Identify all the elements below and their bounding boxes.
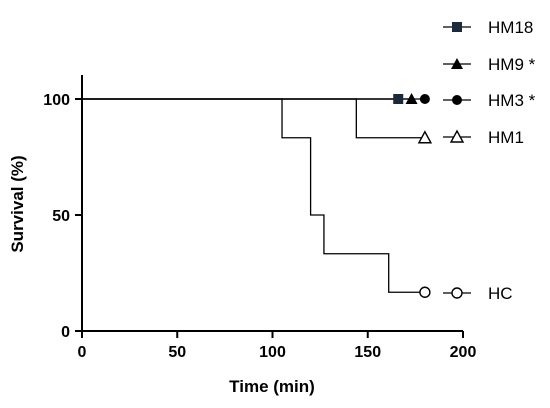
legend-label-hm9: HM9 * bbox=[488, 55, 536, 74]
end-marker-hm9 bbox=[405, 93, 418, 104]
series-lines bbox=[82, 98, 425, 293]
series-markers bbox=[393, 93, 433, 298]
x-tick-label-3: 150 bbox=[354, 344, 381, 361]
ticks: 0 50 100 150 200 0 50 100 bbox=[43, 92, 476, 361]
x-tick-label-2: 100 bbox=[259, 344, 286, 361]
legend-label-hc: HC bbox=[488, 284, 513, 303]
y-tick-label-1: 50 bbox=[52, 208, 70, 225]
legend-label-hm1: HM1 bbox=[488, 128, 524, 147]
end-marker-hm3 bbox=[419, 94, 430, 104]
y-axis-title: Survival (%) bbox=[8, 155, 27, 252]
x-axis-title: Time (min) bbox=[229, 377, 315, 396]
legend-marker-hm18 bbox=[452, 22, 462, 32]
legend-marker-hm3 bbox=[452, 95, 462, 105]
x-tick-label-4: 200 bbox=[450, 344, 477, 361]
series-line-hm1 bbox=[82, 98, 425, 139]
legend-marker-hc bbox=[451, 287, 463, 299]
legend-marker-hm1 bbox=[449, 129, 465, 143]
series-line-hc bbox=[82, 98, 425, 293]
x-tick-label-0: 0 bbox=[78, 344, 87, 361]
x-tick-label-1: 50 bbox=[168, 344, 186, 361]
end-marker-hc bbox=[419, 286, 431, 298]
legend-label-hm3: HM3 * bbox=[488, 91, 536, 110]
y-tick-label-2: 100 bbox=[43, 92, 70, 109]
end-marker-hm18 bbox=[393, 94, 404, 104]
legend-marker-hm9 bbox=[451, 58, 463, 69]
legend: HM18 HM9 * HM3 * HM1 HC bbox=[443, 18, 536, 303]
y-tick-label-0: 0 bbox=[61, 324, 70, 341]
end-marker-hm1 bbox=[417, 130, 433, 144]
legend-label-hm18: HM18 bbox=[488, 18, 533, 37]
